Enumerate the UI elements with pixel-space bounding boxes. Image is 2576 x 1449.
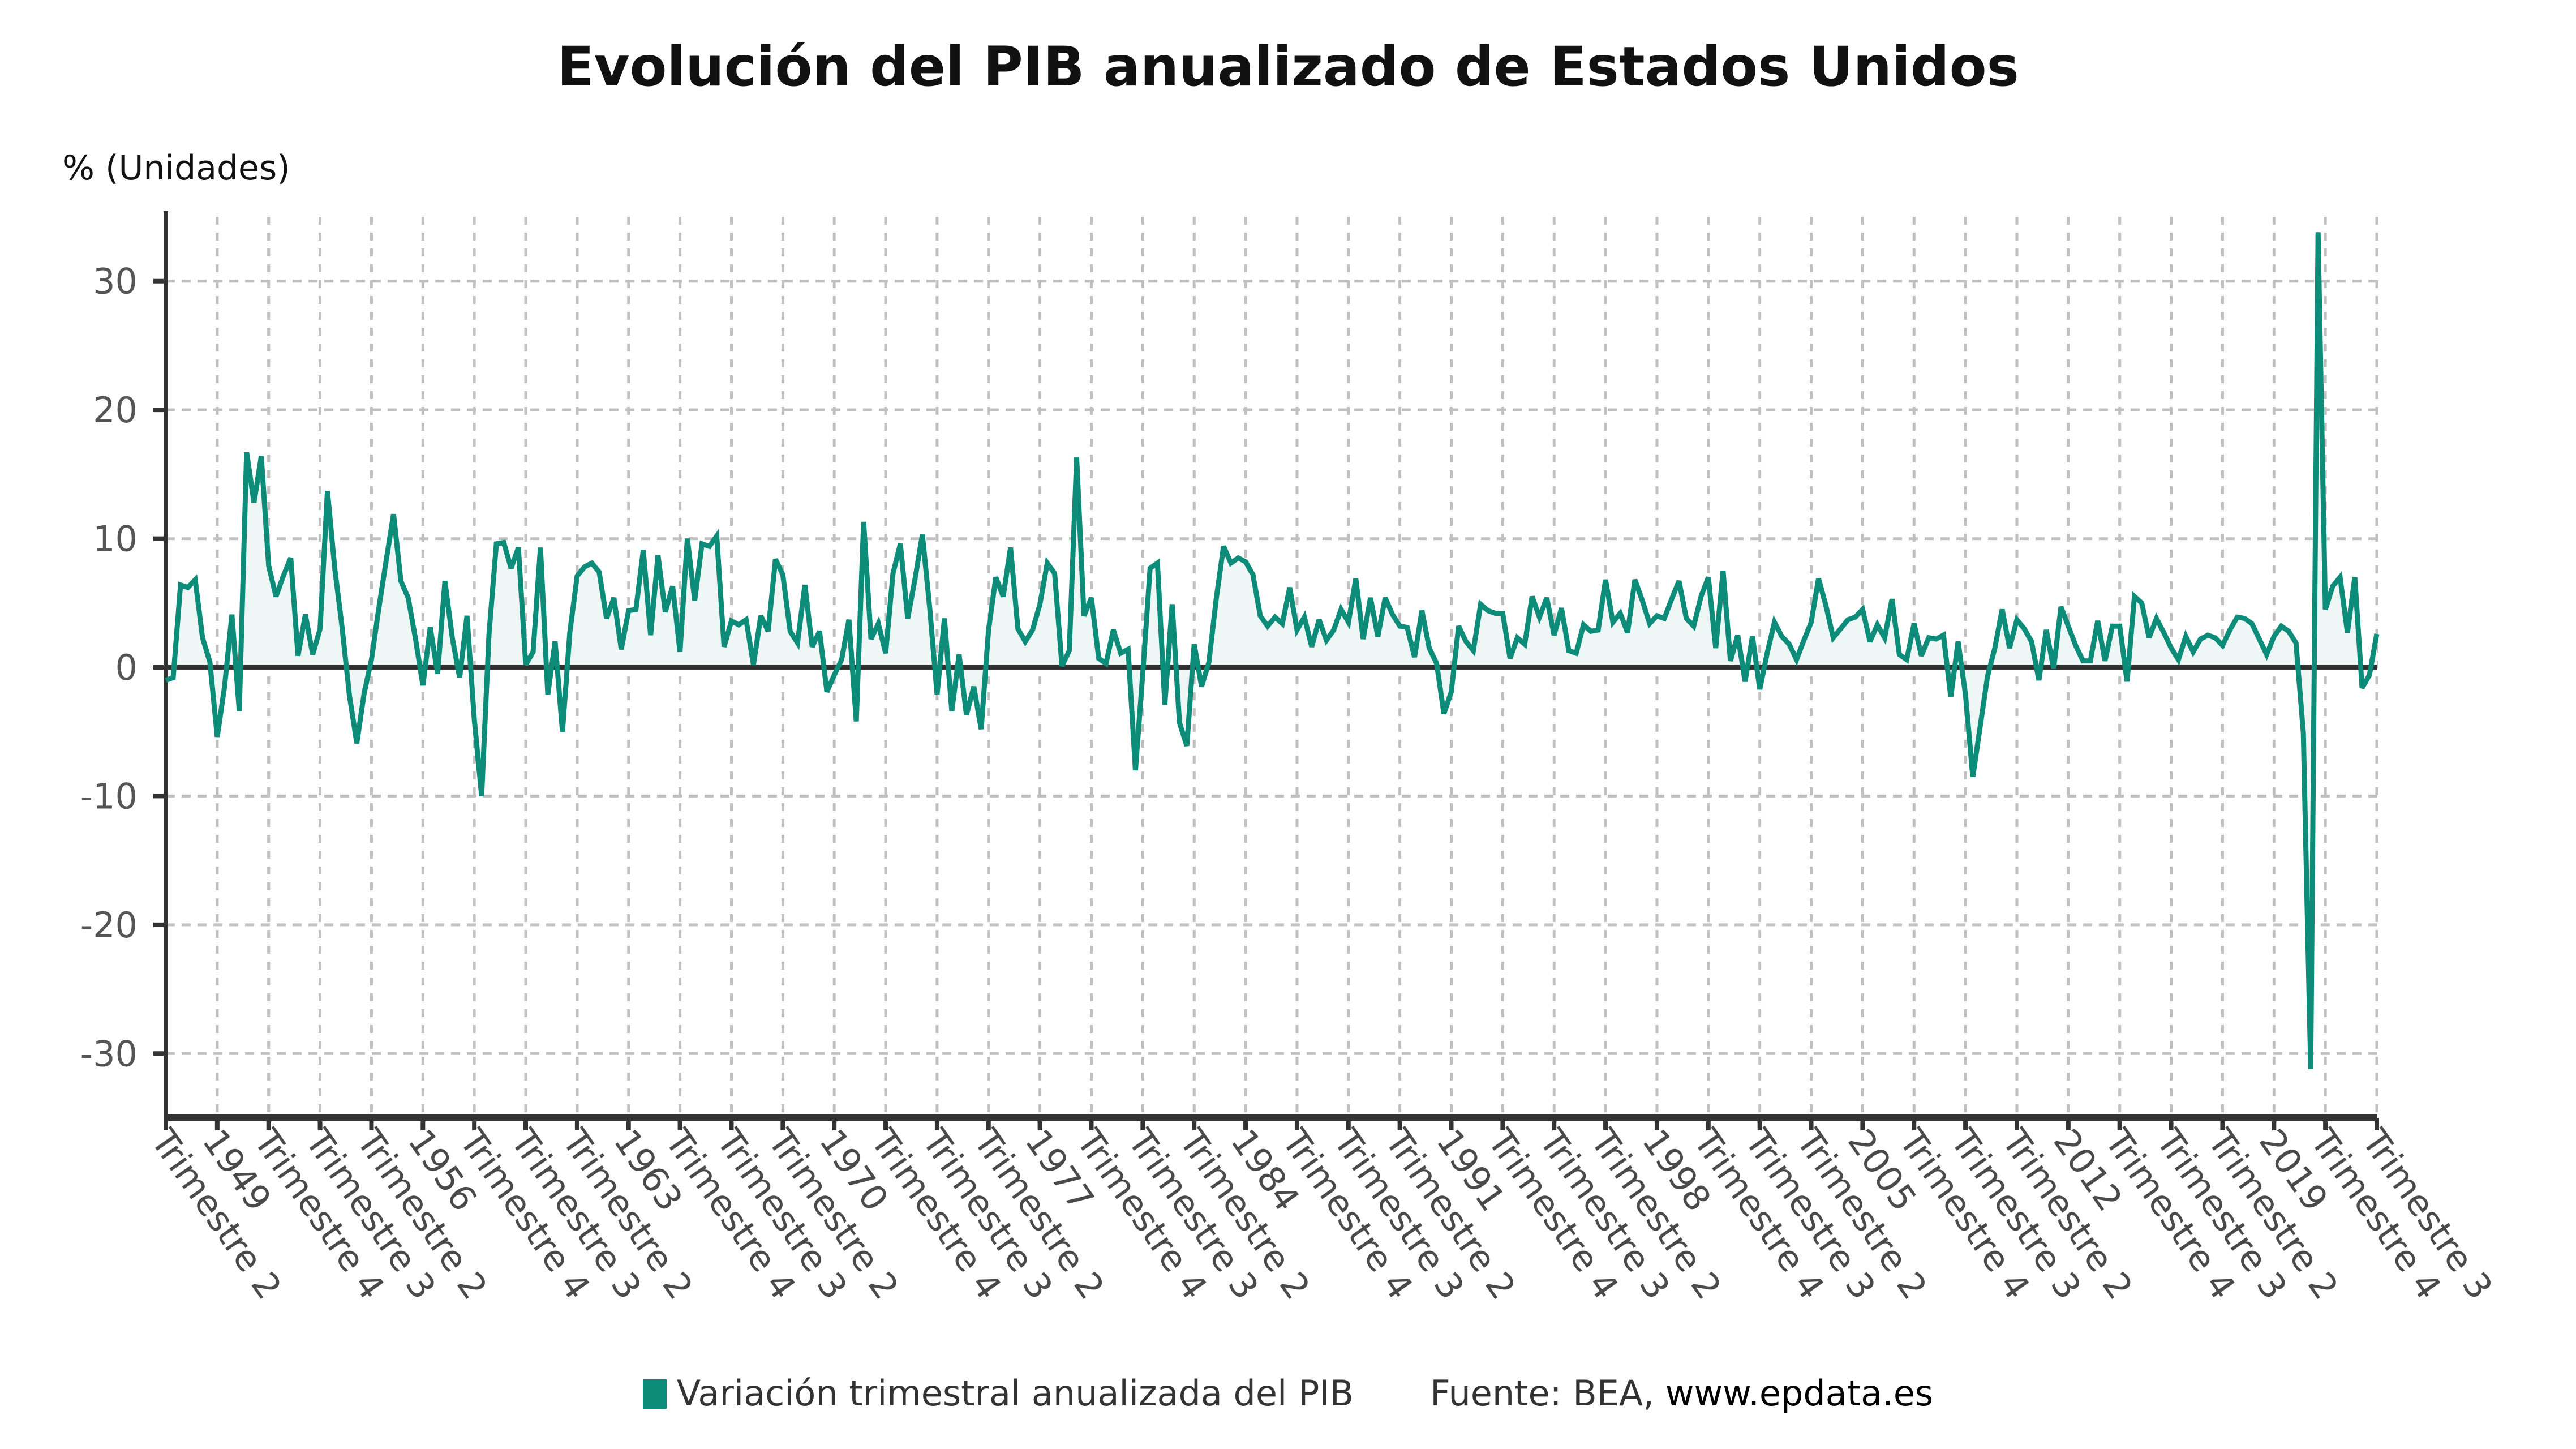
y-tick-label: 10 — [93, 518, 138, 560]
series-layer — [165, 232, 2380, 1069]
source-label: Fuente: BEA, — [1430, 1373, 1665, 1414]
series-area — [166, 232, 2377, 1069]
axes — [153, 211, 2379, 1130]
y-axis-ticks: -30 -20 -10 0 10 20 30 — [80, 261, 138, 1075]
y-tick-label: 0 — [115, 647, 138, 688]
area-fill-layer — [166, 232, 2377, 1069]
y-tick-label: -30 — [80, 1033, 138, 1074]
legend: Variación trimestral anualizada del PIB F… — [0, 1373, 2576, 1414]
legend-swatch — [642, 1379, 667, 1409]
y-tick-label: -10 — [80, 775, 138, 817]
y-tick-label: 30 — [93, 261, 138, 302]
chart-title: Evolución del PIB anualizado de Estados … — [557, 35, 2019, 98]
series-line — [165, 232, 2380, 1069]
y-tick-label: -20 — [80, 904, 138, 946]
y-axis-unit-label: % (Unidades) — [62, 148, 290, 188]
source-link[interactable]: www.epdata.es — [1665, 1373, 1934, 1414]
y-tick-label: 20 — [93, 389, 138, 431]
legend-series-label[interactable]: Variación trimestral anualizada del PIB — [676, 1373, 1354, 1414]
